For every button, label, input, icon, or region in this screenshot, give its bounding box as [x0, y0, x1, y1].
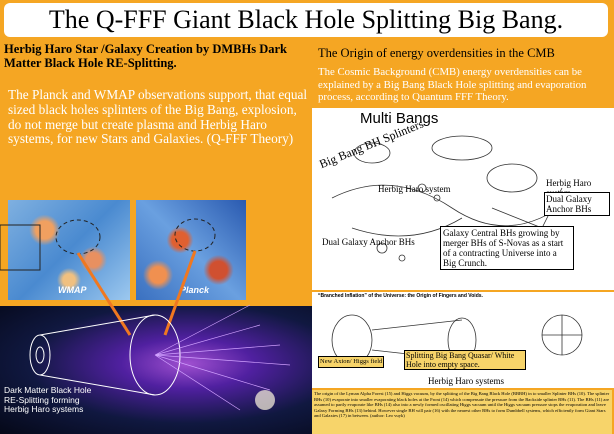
inflation-drawing	[331, 314, 583, 366]
inflation-label: Splitting Big Bang Quasar/ White Hole in…	[404, 350, 526, 370]
sketch-drawing	[331, 135, 573, 262]
planck-caption: Planck	[180, 285, 210, 295]
left-heading: Herbig Haro Star /Galaxy Creation by DMB…	[4, 42, 287, 70]
sketch-box: Dual Galaxy Anchor BHs	[544, 192, 610, 216]
cone	[29, 314, 181, 396]
sketch-label: Herbig Haro system	[378, 184, 451, 194]
inflation-label: New Axion/ Higgs field	[318, 356, 385, 368]
inflation-title: “Branched Inflation” of the Universe: th…	[318, 293, 483, 299]
inflation-label: Herbig Haro systems	[428, 376, 504, 386]
right-paragraph: The Cosmic Background (CMB) energy overd…	[318, 66, 587, 103]
arrow	[163, 250, 197, 336]
left-paragraph: The Planck and WMAP observations support…	[8, 87, 308, 147]
wmap-ellipse	[55, 219, 101, 255]
sketch-label: Dual Galaxy Anchor BHs	[322, 237, 415, 247]
wmap-caption: WMAP	[58, 285, 87, 295]
multi-bangs: Multi Bangs	[360, 110, 439, 127]
arrow	[76, 252, 132, 336]
inflation-diagram	[312, 292, 614, 388]
cosmic-overlay	[0, 218, 291, 411]
cosmic-caption: Dark Matter Black Hole RE-Splitting form…	[4, 385, 92, 414]
splitting-lines	[154, 304, 291, 411]
right-heading: The Origin of energy overdensities in th…	[318, 46, 555, 60]
sketch-box: Galaxy Central BHs growing by merger BHs…	[440, 226, 574, 270]
box	[0, 224, 41, 271]
galaxy	[255, 390, 275, 410]
footnote: The origin of the Lyman Alpha Forest (15…	[312, 390, 612, 434]
planck-ellipse	[174, 218, 216, 252]
cosmic-image	[0, 306, 312, 434]
planck-image	[136, 200, 246, 300]
wmap-image	[8, 200, 130, 300]
title: The Q-FFF Giant Black Hole Splitting Big…	[4, 3, 608, 37]
sketch-lines	[331, 135, 573, 262]
